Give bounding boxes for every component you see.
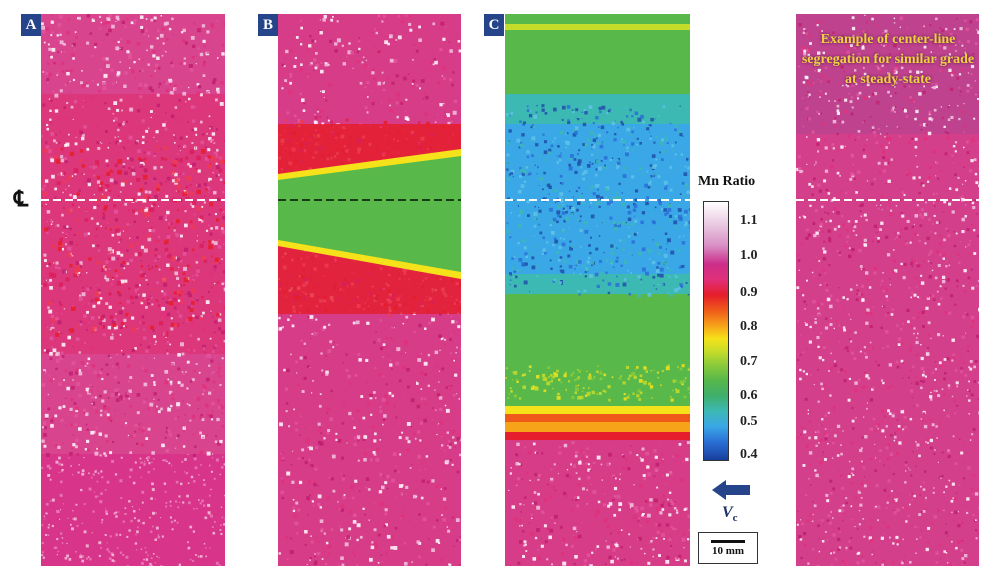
legend-tick: 1.1 bbox=[740, 213, 758, 228]
legend-title: Mn Ratio bbox=[698, 174, 756, 189]
velocity-symbol: V bbox=[722, 504, 733, 521]
mn-ratio-colorbar bbox=[703, 201, 729, 461]
panel-b-map bbox=[278, 14, 461, 566]
legend-tick: 0.5 bbox=[740, 414, 758, 429]
casting-velocity-label: Vc bbox=[722, 504, 738, 524]
panel-d-svg bbox=[796, 14, 979, 566]
panel-a-map bbox=[41, 14, 225, 566]
legend-tick: 0.7 bbox=[740, 354, 758, 369]
legend-tick: 0.9 bbox=[740, 285, 758, 300]
legend-tick: 0.6 bbox=[740, 388, 758, 403]
panel-a-label: A bbox=[21, 14, 41, 36]
casting-direction-arrow-icon bbox=[712, 480, 750, 500]
panel-a-svg bbox=[41, 14, 225, 566]
panel-c-map bbox=[505, 14, 690, 566]
legend-tick: 1.0 bbox=[740, 248, 758, 263]
panel-c-svg bbox=[505, 14, 690, 566]
panel-c-label: C bbox=[484, 14, 504, 36]
panel-b-svg bbox=[278, 14, 461, 566]
scale-label: 10 mm bbox=[711, 545, 745, 557]
legend-tick: 0.4 bbox=[740, 447, 758, 462]
scale-bar-box: 10 mm bbox=[698, 532, 758, 564]
velocity-subscript: c bbox=[732, 512, 738, 525]
legend-tick: 0.8 bbox=[740, 319, 758, 334]
centerline-symbol: ℄ bbox=[14, 186, 29, 212]
panel-b-label: B bbox=[258, 14, 278, 36]
scale-bar bbox=[711, 540, 745, 543]
example-caption: Example of center-line segregation for s… bbox=[801, 32, 975, 87]
panel-d-map bbox=[796, 14, 979, 566]
